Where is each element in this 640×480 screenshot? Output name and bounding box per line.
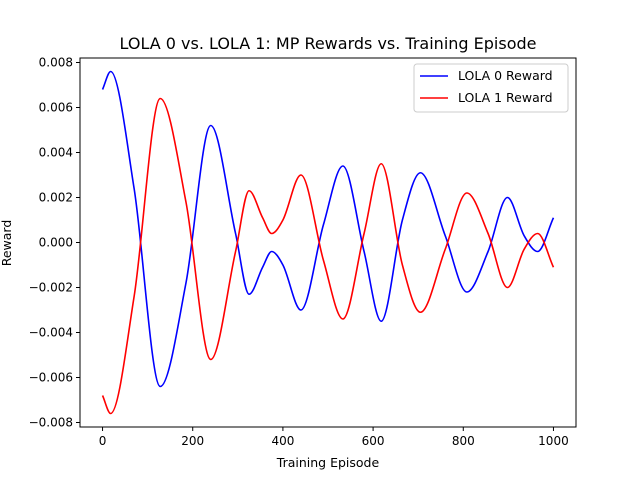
plot-area: 0 200 400 600 800 1000 −0.008−0.006−0.004−0.0… <box>29 56 577 448</box>
x-axis: 0 200 400 600 800 1000 <box>99 427 569 448</box>
x-tick-label: 600 <box>362 434 385 448</box>
y-tick-label: 0.008 <box>39 56 73 70</box>
x-tick-label: 1000 <box>538 434 569 448</box>
x-tick-label: 200 <box>181 434 204 448</box>
series-line-lola-1 <box>101 97 555 415</box>
legend: LOLA 0 Reward LOLA 1 Reward <box>413 63 569 113</box>
y-tick-label: −0.004 <box>29 326 73 340</box>
series-lines <box>101 70 555 415</box>
legend-label-lola-0: LOLA 0 Reward <box>458 68 553 83</box>
y-tick-label: 0.002 <box>39 191 73 205</box>
x-tick-label: 400 <box>271 434 294 448</box>
series-line-lola-0 <box>101 70 555 388</box>
y-tick-label: 0.000 <box>39 236 73 250</box>
chart-title: LOLA 0 vs. LOLA 1: MP Rewards vs. Traini… <box>120 34 537 53</box>
y-axis: −0.008 −0.006 −0.004 −0.002 0.000 0.002 0.004 0… <box>29 56 80 430</box>
y-tick-label: 0.006 <box>39 101 73 115</box>
legend-box <box>413 63 569 113</box>
y-tick-label: −0.002 <box>29 281 73 295</box>
x-axis-label: Training Episode <box>276 455 380 470</box>
x-tick-label: 800 <box>452 434 475 448</box>
legend-label-lola-1: LOLA 1 Reward <box>458 90 553 105</box>
x-tick-label: 0 <box>99 434 107 448</box>
y-tick-label: 0.004 <box>39 146 73 160</box>
y-axis-label: Reward <box>0 220 14 267</box>
y-tick-label: −0.006 <box>29 371 73 385</box>
y-tick-label: −0.008 <box>29 416 73 430</box>
